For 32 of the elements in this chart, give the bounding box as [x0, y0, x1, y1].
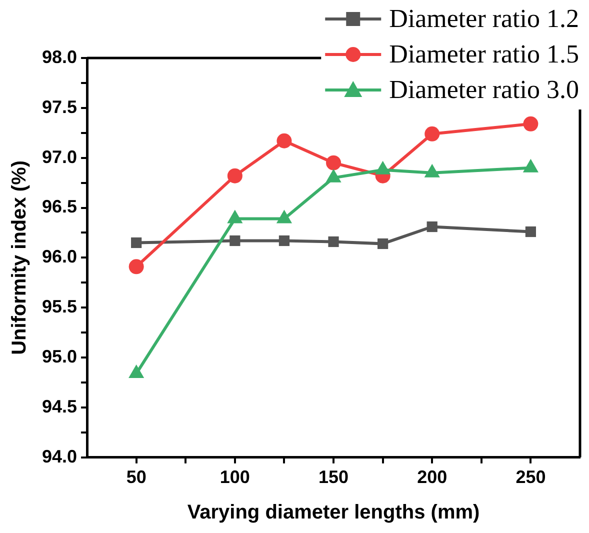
- point: [426, 221, 438, 232]
- x-tick-label: 250: [516, 467, 546, 488]
- point: [227, 168, 242, 184]
- point: [525, 226, 536, 238]
- point: [328, 236, 339, 248]
- point: [278, 235, 290, 246]
- x-tick-label: 150: [318, 467, 349, 488]
- x-tick-label: 50: [126, 467, 146, 488]
- point: [276, 133, 292, 148]
- point: [326, 155, 342, 170]
- point: [424, 126, 440, 142]
- x-axis-title: Varying diameter lengths (mm): [187, 502, 480, 524]
- y-tick-label: 98.0: [42, 46, 78, 67]
- y-tick-label: 97.5: [42, 96, 78, 117]
- point: [131, 237, 142, 248]
- legend-label: Diameter ratio 1.2: [389, 4, 580, 33]
- legend-label: Diameter ratio 1.5: [389, 39, 580, 68]
- y-tick-label: 94.0: [42, 446, 78, 466]
- y-tick-label: 95.5: [42, 296, 78, 317]
- y-tick-label: 96.5: [42, 196, 78, 217]
- y-tick-label: 95.0: [42, 346, 78, 367]
- point: [128, 259, 144, 274]
- y-axis-title: Uniformity index (%): [8, 160, 31, 355]
- y-tick-label: 94.5: [42, 396, 78, 416]
- x-tick-label: 200: [417, 467, 448, 488]
- y-tick-label: 97.0: [42, 146, 78, 167]
- point: [230, 235, 240, 246]
- x-tick-label: 100: [220, 467, 250, 488]
- legend-label: Diameter ratio 3.0: [389, 74, 580, 104]
- point: [378, 238, 388, 250]
- y-tick-label: 96.0: [42, 246, 78, 267]
- point: [523, 116, 538, 132]
